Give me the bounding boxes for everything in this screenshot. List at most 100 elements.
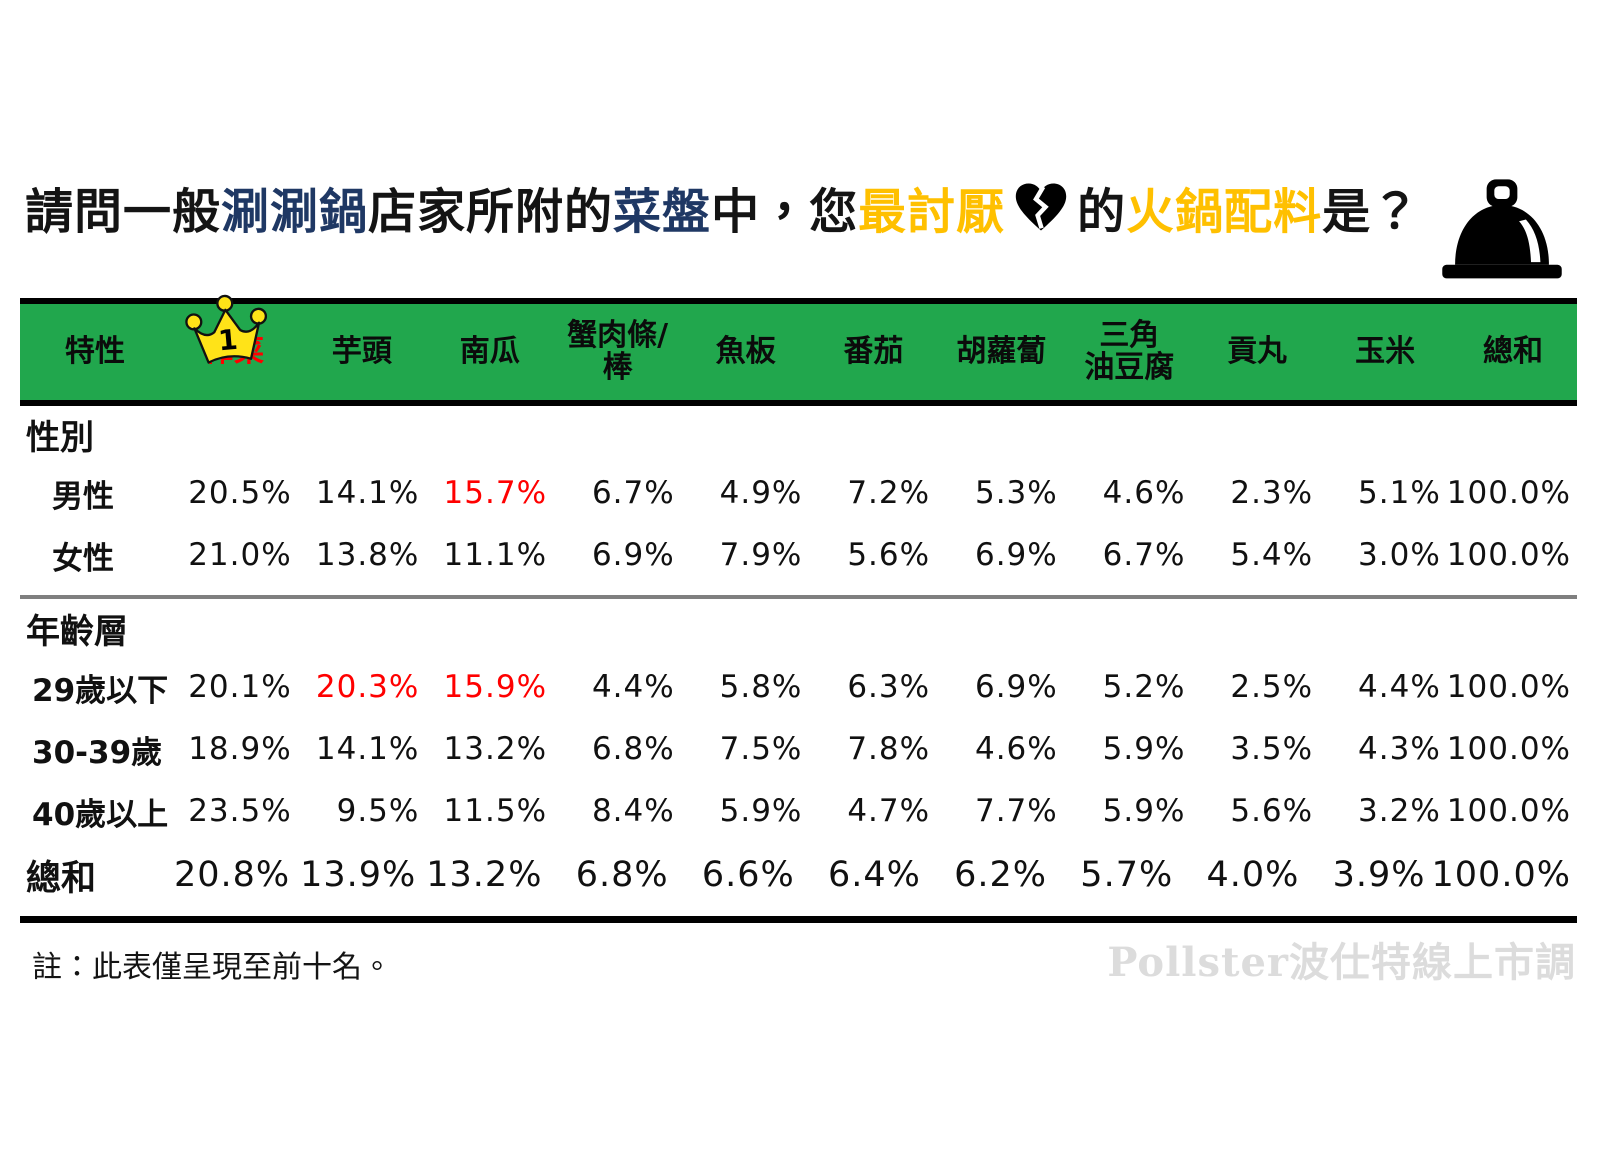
title-segment: 最討厭 (858, 184, 1006, 240)
page-title: 請問一般 涮涮鍋 店家所附的 菜盤 中，您 最討厭 的火鍋配料 是？ (25, 172, 1420, 242)
data-cell: 4.6% (1102, 475, 1186, 511)
data-cell: 6.8% (575, 855, 669, 895)
header-cell-label: 貢丸 (1227, 333, 1288, 369)
data-cell: 6.4% (827, 855, 921, 895)
data-cell: 15.9% (443, 669, 548, 705)
row-label: 30-39歲 (32, 734, 163, 771)
header-cell: 番茄 (810, 333, 938, 369)
data-cell: 5.1% (1358, 475, 1441, 511)
data-cell: 5.6% (1230, 793, 1314, 829)
title-segment: 火鍋配料 (1126, 184, 1323, 240)
data-cell: 2.5% (1230, 669, 1314, 705)
section-divider (20, 595, 1577, 599)
survey-table: 特性 1 榨菜 芋頭 南瓜 蟹肉條/棒魚板 番茄 胡蘿蔔 三角 油豆腐 貢丸 玉米 總和 性別 男性 2… (20, 294, 1577, 923)
broken-heart-icon (1013, 181, 1069, 233)
section-label: 性別 (26, 417, 94, 458)
data-cell: 4.4% (1358, 669, 1441, 705)
table-row: 男性 20.5% 14.1% 15.7% 6.7% 4.9% 7.2% 5.3% 4.6% 2.3… (20, 462, 1577, 524)
header-cell: 蟹肉條/棒 (554, 317, 682, 385)
data-cell: 8.4% (591, 793, 675, 829)
data-cell: 100.0% (1446, 731, 1571, 767)
data-cell: 20.1% (188, 669, 292, 705)
header-cell-label: 三角 (1099, 317, 1160, 353)
data-cell: 3.0% (1358, 537, 1441, 573)
data-cell: 5.4% (1230, 537, 1314, 573)
data-cell: 4.3% (1358, 731, 1441, 767)
title-segment: 中，您 (711, 184, 859, 240)
header-cell-label: 油豆腐 (1084, 350, 1175, 385)
data-cell: 100.0% (1446, 475, 1571, 511)
data-cell: 100.0% (1446, 793, 1571, 829)
row-label: 女性 (52, 540, 114, 577)
data-cell: 11.1% (443, 537, 548, 573)
header-cell-label: 棒 (602, 350, 633, 385)
header-cell: 南瓜 (426, 333, 554, 369)
data-cell: 20.8% (173, 855, 291, 895)
data-cell: 6.9% (591, 537, 675, 573)
table-row: 女性 21.0% 13.8% 11.1% 6.9% 7.9% 5.6% 6.9% 6.7% 5.4… (20, 524, 1577, 586)
table-row: 30-39歲 18.9% 14.1% 13.2% 6.8% 7.5% 7.8% 4.6% 5.9… (20, 718, 1577, 780)
data-cell: 5.9% (1102, 793, 1186, 829)
data-cell: 13.2% (443, 731, 548, 767)
header-cell: 胡蘿蔔 (937, 333, 1065, 369)
header-cell-label: 蟹肉條/ (567, 317, 669, 353)
data-cell: 6.2% (954, 855, 1048, 895)
data-cell: 4.6% (974, 731, 1058, 767)
data-cell: 2.3% (1230, 475, 1314, 511)
header-cell-label: 總和 (1483, 333, 1544, 369)
title-segment: 店家所附的 (368, 184, 614, 240)
title-segment: 請問一般 (25, 184, 222, 240)
data-cell: 7.9% (719, 537, 803, 573)
serving-cloche-icon (1438, 178, 1566, 290)
data-cell: 5.2% (1102, 669, 1186, 705)
header-cell-label: 番茄 (843, 333, 904, 369)
data-cell: 18.9% (188, 731, 292, 767)
data-cell: 21.0% (188, 537, 292, 573)
data-cell: 5.9% (1102, 731, 1186, 767)
header-cell-label: 魚板 (715, 333, 776, 369)
header-cell-label: 榨菜 (203, 333, 264, 369)
data-cell: 14.1% (315, 475, 420, 511)
header-cell: 玉米 (1321, 335, 1449, 368)
data-cell: 14.1% (315, 731, 420, 767)
data-cell: 4.7% (847, 793, 931, 829)
row-label: 男性 (52, 478, 114, 515)
data-cell: 20.5% (188, 475, 292, 511)
data-cell: 100.0% (1446, 537, 1571, 573)
header-cell-row-header: 特性 (65, 333, 125, 369)
data-cell: 13.9% (300, 855, 417, 895)
row-label: 40歲以上 (32, 796, 169, 833)
header-cell: 芋頭 (298, 335, 426, 368)
data-cell: 4.9% (719, 475, 803, 511)
data-cell: 5.6% (847, 537, 931, 573)
data-cell: 100.0% (1446, 669, 1571, 705)
data-cell: 6.8% (591, 731, 675, 767)
header-cell: 總和 (1449, 333, 1577, 369)
header-cell: 三角 油豆腐 (1065, 317, 1193, 385)
footnote: 註：此表僅呈現至前十名。 (32, 950, 392, 985)
header-cell: 魚板 (682, 333, 810, 369)
total-row-label: 總和 (26, 858, 97, 899)
data-cell: 6.6% (701, 855, 795, 895)
row-label: 29歲以下 (32, 672, 169, 709)
title-segment: 是？ (1322, 184, 1421, 240)
table-bottom-rule (20, 916, 1577, 923)
title-segment: 涮涮鍋 (221, 184, 369, 240)
data-cell: 13.2% (426, 855, 543, 895)
data-cell: 5.3% (974, 475, 1058, 511)
data-cell: 4.4% (591, 669, 675, 705)
data-cell: 3.2% (1358, 793, 1441, 829)
data-cell: 7.2% (847, 475, 931, 511)
data-cell: 4.0% (1206, 855, 1300, 895)
data-cell: 3.9% (1332, 855, 1426, 895)
header-cell-label: 南瓜 (459, 333, 520, 369)
table-row: 總和 20.8% 13.9% 13.2% 6.8% 6.6% 6.4% 6.2% 5.7% 4.0… (20, 842, 1577, 908)
header-cell-label: 胡蘿蔔 (956, 333, 1047, 369)
data-cell: 5.7% (1080, 855, 1174, 895)
data-cell: 5.9% (719, 793, 803, 829)
data-cell: 100.0% (1431, 855, 1571, 895)
data-cell: 6.3% (847, 669, 931, 705)
data-cell: 9.5% (336, 793, 420, 829)
data-cell: 7.5% (719, 731, 803, 767)
